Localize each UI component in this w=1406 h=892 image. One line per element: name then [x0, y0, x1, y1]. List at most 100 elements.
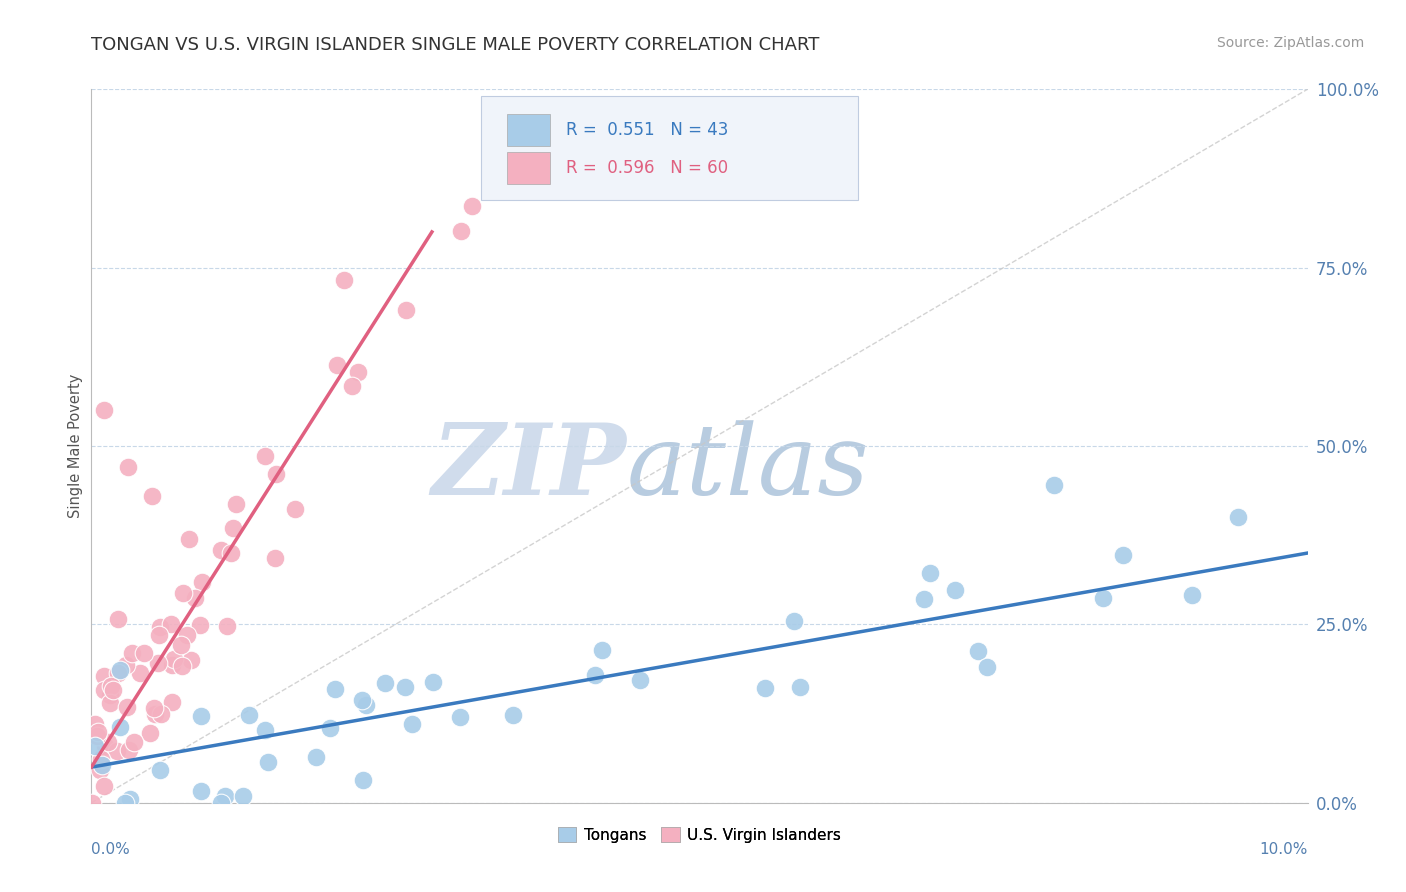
Point: [352, 692, 374, 706]
Point: [89, 763, 111, 777]
Point: [84, 739, 107, 753]
Point: [449, 710, 471, 724]
Point: [183, 591, 205, 605]
Point: [318, 721, 340, 735]
Point: [107, 665, 129, 680]
Text: R =  0.551   N = 43: R = 0.551 N = 43: [565, 121, 728, 139]
Point: [172, 585, 194, 599]
Point: [284, 502, 307, 516]
Point: [1112, 549, 1135, 563]
Point: [143, 701, 166, 715]
FancyBboxPatch shape: [508, 152, 550, 184]
Point: [264, 467, 287, 481]
Point: [238, 708, 260, 723]
Point: [122, 735, 145, 749]
Point: [264, 551, 287, 566]
Point: [170, 638, 193, 652]
Point: [108, 720, 131, 734]
Point: [117, 460, 139, 475]
Point: [214, 789, 236, 803]
Point: [176, 628, 198, 642]
Text: R =  0.596   N = 60: R = 0.596 N = 60: [565, 159, 728, 177]
Point: [253, 449, 276, 463]
Point: [132, 646, 155, 660]
FancyBboxPatch shape: [508, 114, 550, 146]
Legend: Tongans, U.S. Virgin Islanders: Tongans, U.S. Virgin Islanders: [551, 821, 848, 848]
Point: [346, 365, 368, 379]
Point: [209, 542, 232, 557]
Point: [401, 717, 423, 731]
Point: [105, 743, 128, 757]
Point: [222, 521, 245, 535]
Point: [342, 378, 364, 392]
Point: [84, 717, 107, 731]
Point: [1226, 510, 1249, 524]
Point: [149, 620, 172, 634]
Point: [90, 752, 112, 766]
Text: 10.0%: 10.0%: [1260, 842, 1308, 857]
Point: [943, 582, 966, 597]
Point: [86, 729, 108, 743]
Text: ZIP: ZIP: [432, 419, 627, 516]
Point: [180, 653, 202, 667]
Point: [395, 303, 418, 318]
Point: [172, 659, 194, 673]
Point: [118, 742, 141, 756]
Point: [1043, 477, 1066, 491]
Point: [628, 673, 651, 688]
Point: [591, 642, 613, 657]
FancyBboxPatch shape: [481, 96, 858, 200]
Point: [789, 680, 811, 694]
Point: [190, 784, 212, 798]
Point: [160, 695, 183, 709]
Point: [129, 665, 152, 680]
Text: atlas: atlas: [627, 420, 869, 515]
Point: [1092, 591, 1115, 606]
Point: [115, 658, 138, 673]
Point: [219, 546, 242, 560]
Point: [232, 789, 254, 803]
Point: [93, 668, 115, 682]
Point: [422, 675, 444, 690]
Point: [976, 660, 998, 674]
Point: [1181, 588, 1204, 602]
Point: [139, 725, 162, 739]
Point: [121, 646, 143, 660]
Text: TONGAN VS U.S. VIRGIN ISLANDER SINGLE MALE POVERTY CORRELATION CHART: TONGAN VS U.S. VIRGIN ISLANDER SINGLE MA…: [91, 36, 820, 54]
Point: [93, 780, 115, 794]
Point: [352, 773, 374, 788]
Point: [94, 739, 117, 753]
Point: [149, 706, 172, 721]
Point: [783, 614, 806, 628]
Point: [160, 657, 183, 672]
Point: [100, 679, 122, 693]
Point: [754, 681, 776, 695]
Point: [190, 574, 212, 589]
Point: [93, 403, 115, 417]
Point: [326, 358, 349, 372]
Point: [305, 750, 328, 764]
Point: [148, 628, 170, 642]
Point: [120, 792, 142, 806]
Point: [225, 497, 247, 511]
Point: [188, 617, 211, 632]
Point: [257, 756, 280, 770]
Point: [114, 796, 136, 810]
Point: [141, 489, 163, 503]
Point: [149, 764, 172, 778]
Point: [97, 735, 120, 749]
Point: [967, 644, 990, 658]
Point: [148, 656, 170, 670]
Point: [177, 532, 200, 546]
Point: [332, 273, 354, 287]
Point: [323, 682, 346, 697]
Point: [920, 566, 942, 581]
Text: 0.0%: 0.0%: [91, 842, 131, 857]
Point: [80, 796, 103, 810]
Point: [145, 706, 167, 721]
Point: [98, 688, 121, 702]
Point: [217, 619, 239, 633]
Point: [93, 683, 115, 698]
Point: [450, 224, 472, 238]
Point: [394, 680, 416, 694]
